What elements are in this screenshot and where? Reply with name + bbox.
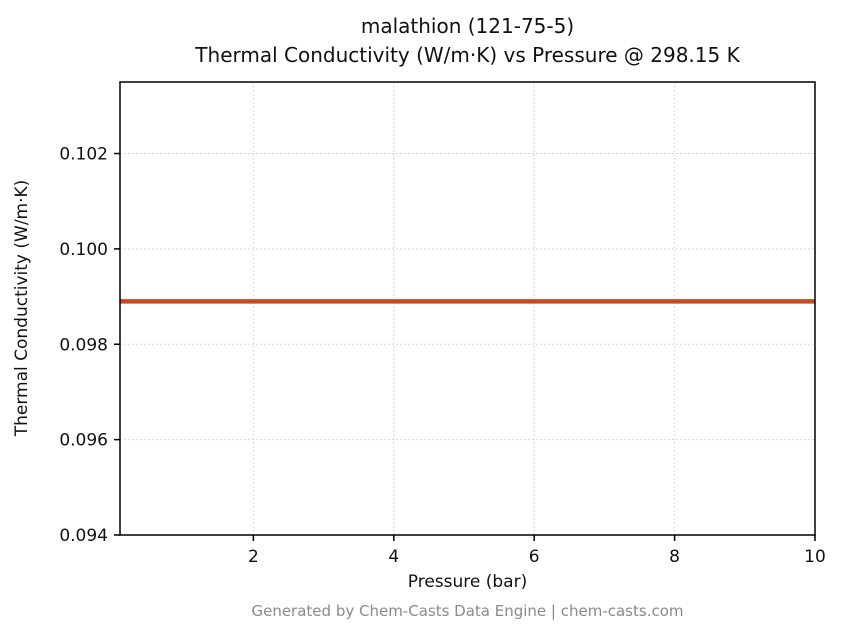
footer-credit: Generated by Chem-Casts Data Engine | ch… [251, 602, 684, 620]
y-tick-label: 0.096 [59, 431, 108, 451]
y-tick-label: 0.094 [59, 526, 108, 546]
x-axis-label: Pressure (bar) [407, 572, 528, 592]
y-tick-label: 0.100 [59, 240, 108, 260]
x-tick-label: 4 [388, 547, 399, 567]
chart-title: malathion (121-75-5) Thermal Conductivit… [120, 12, 815, 70]
x-tick-label: 6 [529, 547, 540, 567]
chart-title-line2: Thermal Conductivity (W/m·K) vs Pressure… [195, 43, 740, 67]
y-tick-label: 0.098 [59, 335, 108, 355]
x-tick-label: 8 [669, 547, 680, 567]
chart-title-line1: malathion (121-75-5) [360, 14, 575, 38]
y-axis-label: Thermal Conductivity (W/m·K) [12, 179, 32, 437]
y-tick-label: 0.102 [59, 145, 108, 165]
x-tick-label: 2 [248, 547, 259, 567]
plot-frame [119, 81, 816, 536]
x-tick-label: 10 [804, 547, 826, 567]
